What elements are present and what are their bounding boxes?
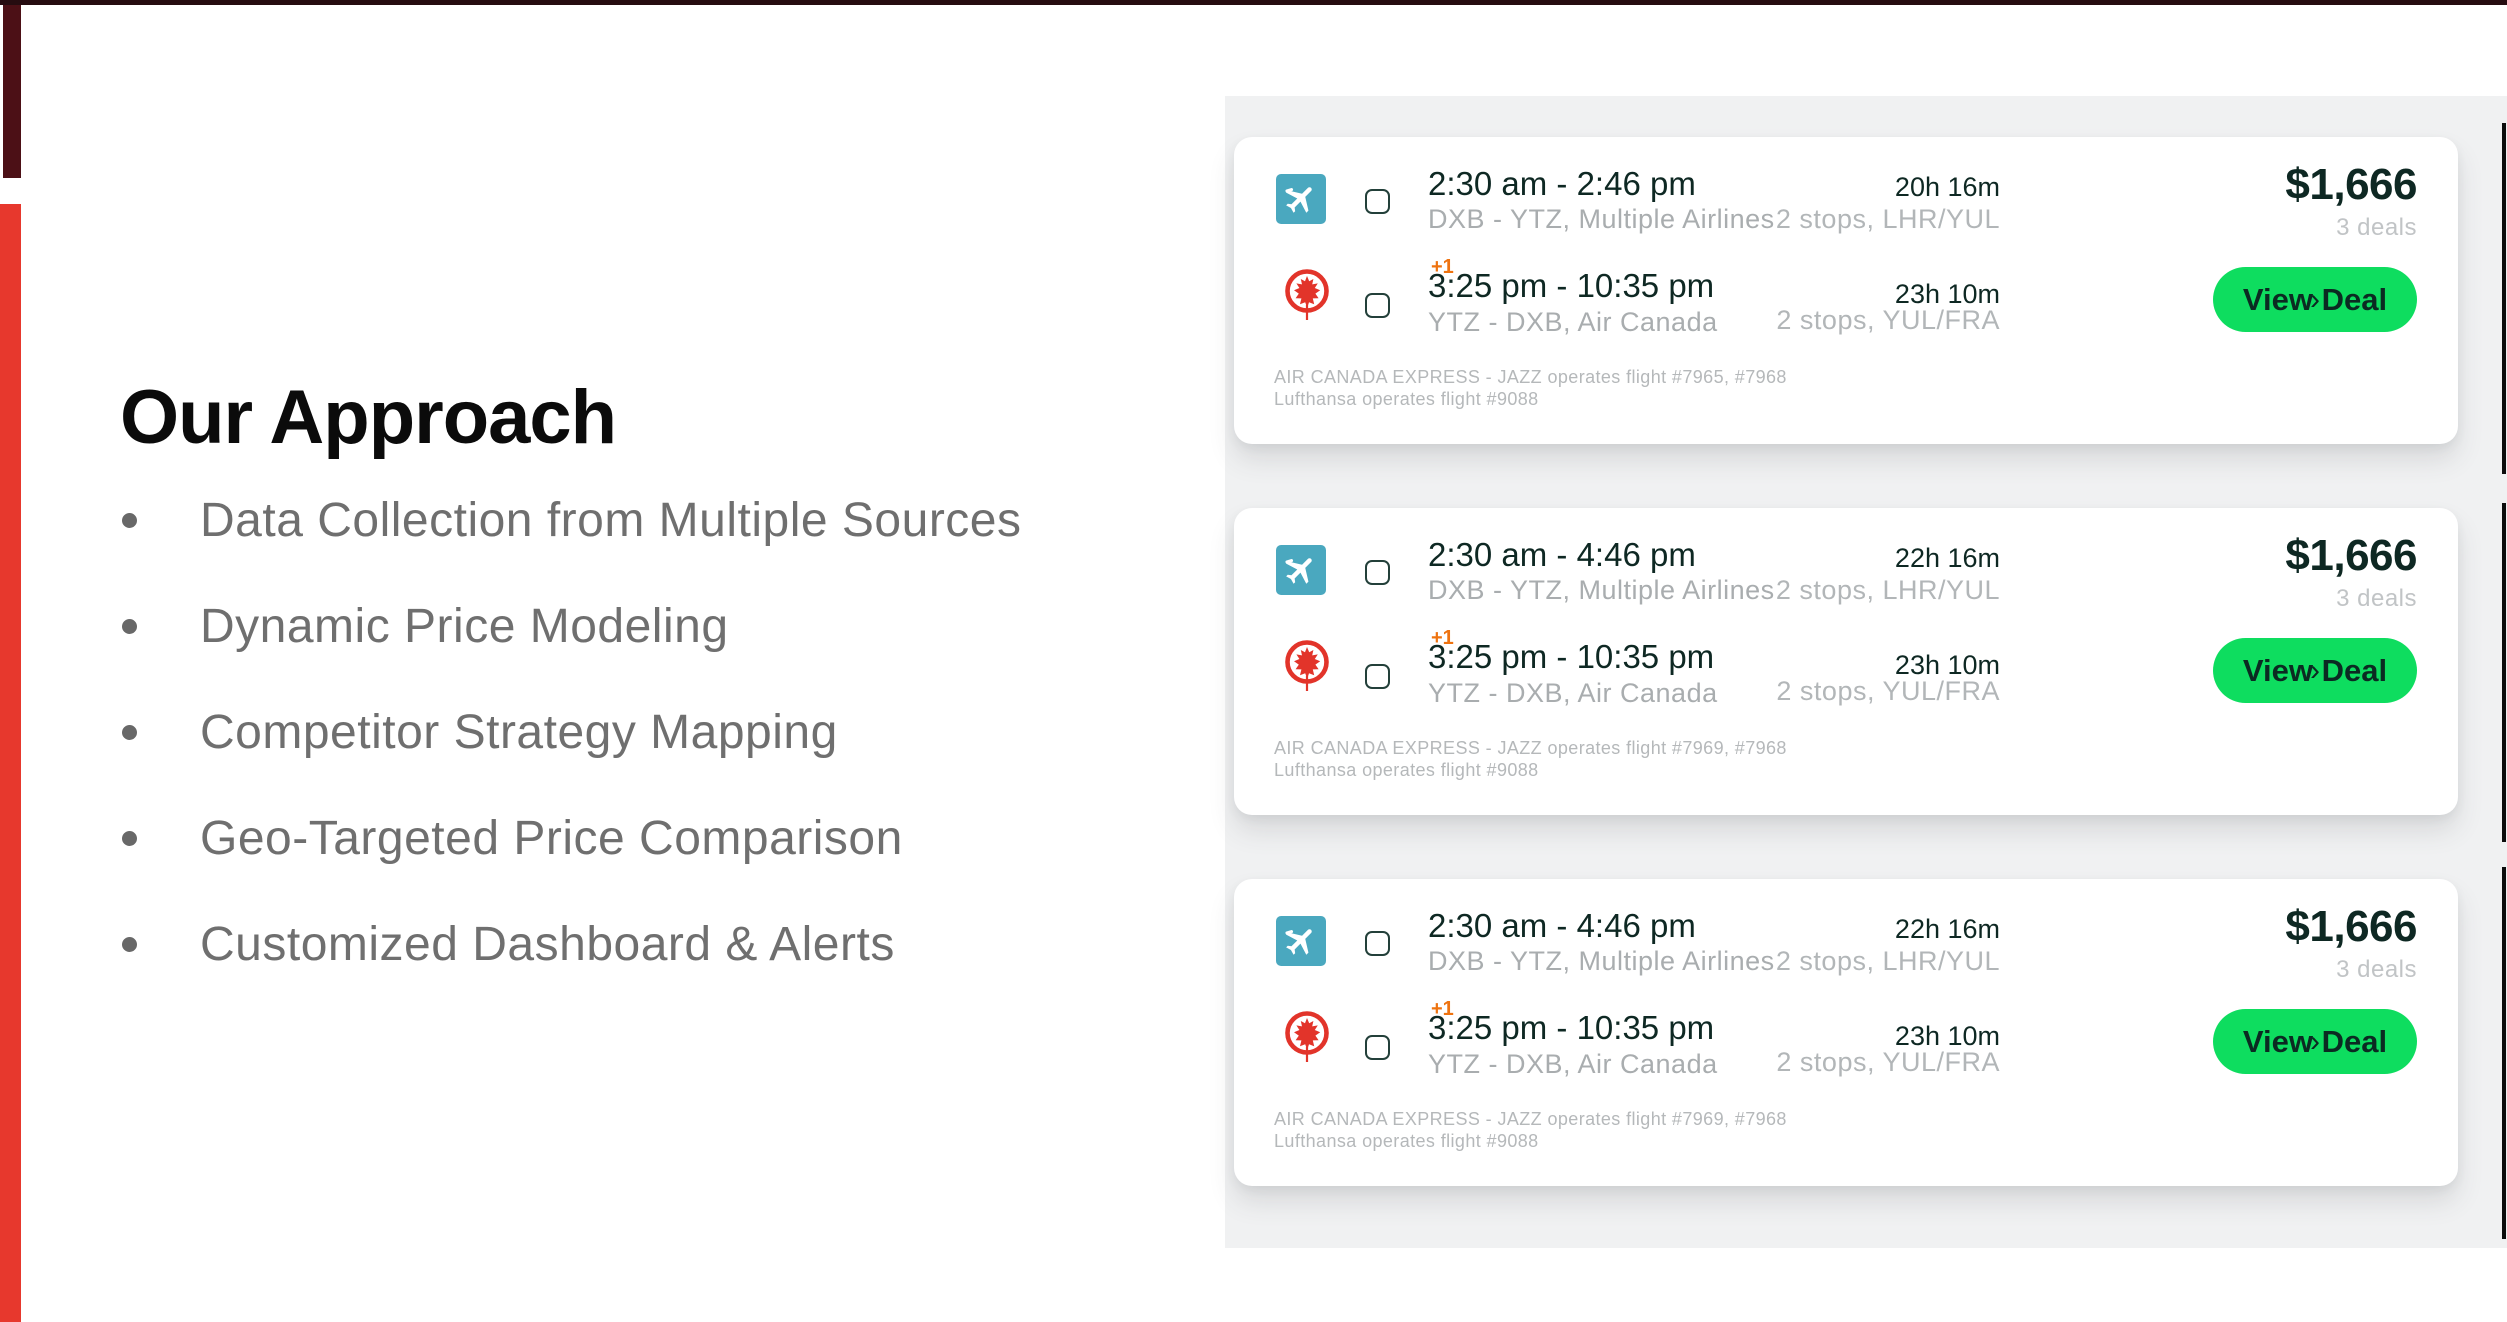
list-item: Customized Dashboard & Alerts bbox=[122, 891, 1022, 997]
view-deal-button[interactable]: View Deal › bbox=[2213, 267, 2417, 332]
list-item: Dynamic Price Modeling bbox=[122, 573, 1022, 679]
approach-bullet-list: Data Collection from Multiple Sources Dy… bbox=[122, 467, 1022, 997]
view-deal-button[interactable]: View Deal › bbox=[2213, 638, 2417, 703]
operating-carrier-note: AIR CANADA EXPRESS - JAZZ operates fligh… bbox=[1274, 1109, 1787, 1129]
return-times: 3:25 pm - 10:35 pm +1 bbox=[1428, 627, 1715, 675]
return-stops: 2 stops, YUL/FRA bbox=[1776, 676, 2000, 706]
deals-count: 3 deals bbox=[2336, 585, 2417, 612]
bullet-dot-icon bbox=[122, 512, 137, 528]
flight-results-panel: 2:30 am - 2:46 pm DXB - YTZ, Multiple Ai… bbox=[1225, 96, 2507, 1248]
return-route: YTZ - DXB, Air Canada bbox=[1428, 1049, 1718, 1079]
operating-carrier-note: Lufthansa operates flight #9088 bbox=[1274, 1131, 1539, 1151]
return-duration: 23h 10m bbox=[1894, 650, 2000, 680]
operating-carrier-note: Lufthansa operates flight #9088 bbox=[1274, 760, 1539, 780]
return-stops: 2 stops, YUL/FRA bbox=[1776, 1047, 2000, 1077]
outbound-route: DXB - YTZ, Multiple Airlines bbox=[1428, 946, 1775, 976]
list-item: Competitor Strategy Mapping bbox=[122, 679, 1022, 785]
screenshot-edge-line bbox=[2502, 503, 2506, 842]
chevron-right-icon: › bbox=[2310, 282, 2320, 316]
price: $1,666 bbox=[2285, 902, 2417, 951]
outbound-stops: 2 stops, LHR/YUL bbox=[1775, 575, 2000, 605]
outbound-select-checkbox[interactable] bbox=[1365, 560, 1390, 585]
outbound-duration: 22h 16m bbox=[1894, 543, 2000, 573]
slide-maroon-accent-bar bbox=[3, 5, 21, 178]
view-deal-button[interactable]: View Deal › bbox=[2213, 1009, 2417, 1074]
slide-red-accent-bar bbox=[0, 204, 21, 1322]
outbound-duration: 20h 16m bbox=[1894, 172, 2000, 202]
return-stops: 2 stops, YUL/FRA bbox=[1776, 305, 2000, 335]
bullet-dot-icon bbox=[122, 724, 137, 740]
operating-carrier-note: AIR CANADA EXPRESS - JAZZ operates fligh… bbox=[1274, 738, 1787, 758]
operating-carrier-note: Lufthansa operates flight #9088 bbox=[1274, 389, 1539, 409]
list-item: Geo-Targeted Price Comparison bbox=[122, 785, 1022, 891]
deals-count: 3 deals bbox=[2336, 956, 2417, 983]
list-item: Data Collection from Multiple Sources bbox=[122, 467, 1022, 573]
flight-result-card: 2:30 am - 4:46 pm DXB - YTZ, Multiple Ai… bbox=[1234, 879, 2458, 1186]
outbound-stops: 2 stops, LHR/YUL bbox=[1775, 204, 2000, 234]
return-route: YTZ - DXB, Air Canada bbox=[1428, 678, 1718, 708]
outbound-duration: 22h 16m bbox=[1894, 914, 2000, 944]
flight-result-card: 2:30 am - 2:46 pm DXB - YTZ, Multiple Ai… bbox=[1234, 137, 2458, 444]
outbound-select-checkbox[interactable] bbox=[1365, 931, 1390, 956]
outbound-route: DXB - YTZ, Multiple Airlines bbox=[1428, 575, 1775, 605]
plus-one-day-badge: +1 bbox=[1431, 627, 1454, 649]
return-select-checkbox[interactable] bbox=[1365, 1035, 1390, 1060]
plus-one-day-badge: +1 bbox=[1431, 256, 1454, 278]
screenshot-edge-line bbox=[2502, 867, 2506, 1239]
return-route: YTZ - DXB, Air Canada bbox=[1428, 307, 1718, 337]
plus-one-day-badge: +1 bbox=[1431, 998, 1454, 1020]
operating-carrier-note: AIR CANADA EXPRESS - JAZZ operates fligh… bbox=[1274, 367, 1787, 387]
chevron-right-icon: › bbox=[2310, 653, 2320, 687]
return-select-checkbox[interactable] bbox=[1365, 664, 1390, 689]
price: $1,666 bbox=[2285, 160, 2417, 209]
bullet-dot-icon bbox=[122, 618, 137, 634]
air-canada-logo bbox=[1284, 269, 1330, 323]
price: $1,666 bbox=[2285, 531, 2417, 580]
return-times: 3:25 pm - 10:35 pm +1 bbox=[1428, 998, 1715, 1046]
bullet-dot-icon bbox=[122, 936, 137, 952]
outbound-select-checkbox[interactable] bbox=[1365, 189, 1390, 214]
chevron-right-icon: › bbox=[2310, 1024, 2320, 1058]
return-duration: 23h 10m bbox=[1894, 1021, 2000, 1051]
air-canada-logo bbox=[1284, 1011, 1330, 1065]
return-duration: 23h 10m bbox=[1894, 279, 2000, 309]
outbound-route: DXB - YTZ, Multiple Airlines bbox=[1428, 204, 1775, 234]
flight-result-card: 2:30 am - 4:46 pm DXB - YTZ, Multiple Ai… bbox=[1234, 508, 2458, 815]
deals-count: 3 deals bbox=[2336, 214, 2417, 241]
screenshot-edge-line bbox=[2502, 123, 2506, 474]
multiple-airlines-plane-icon bbox=[1276, 545, 1326, 595]
slide-top-accent-strip bbox=[0, 0, 2507, 5]
multiple-airlines-plane-icon bbox=[1276, 174, 1326, 224]
air-canada-logo bbox=[1284, 640, 1330, 694]
page-title: Our Approach bbox=[120, 374, 617, 460]
return-select-checkbox[interactable] bbox=[1365, 293, 1390, 318]
return-times: 3:25 pm - 10:35 pm +1 bbox=[1428, 256, 1715, 304]
outbound-stops: 2 stops, LHR/YUL bbox=[1775, 946, 2000, 976]
bullet-dot-icon bbox=[122, 830, 137, 846]
multiple-airlines-plane-icon bbox=[1276, 916, 1326, 966]
